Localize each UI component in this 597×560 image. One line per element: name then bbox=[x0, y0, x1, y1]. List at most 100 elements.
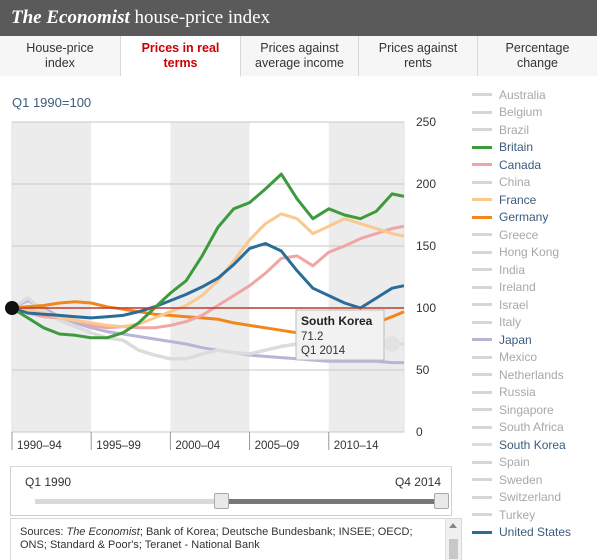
legend-label: Switzerland bbox=[499, 490, 562, 504]
range-start-label: Q1 1990 bbox=[25, 475, 72, 489]
legend-item-china[interactable]: China bbox=[472, 174, 530, 191]
legend-swatch bbox=[472, 408, 492, 411]
legend-label: France bbox=[499, 192, 537, 207]
legend-item-hong-kong[interactable]: Hong Kong bbox=[472, 244, 559, 261]
legend-item-sweden[interactable]: Sweden bbox=[472, 471, 542, 488]
tab-label: Prices against rents bbox=[378, 41, 458, 70]
legend-swatch bbox=[472, 110, 492, 114]
legend-item-italy[interactable]: Italy bbox=[472, 314, 521, 331]
slider-track[interactable] bbox=[35, 499, 221, 504]
x-tick-label: 1995–99 bbox=[96, 440, 141, 452]
tab-prices-in-real-terms[interactable]: Prices in real terms bbox=[121, 36, 241, 77]
legend-swatch bbox=[472, 163, 492, 166]
sources-scrollbar[interactable] bbox=[445, 519, 461, 560]
legend-label: Russia bbox=[499, 385, 536, 399]
legend-item-canada[interactable]: Canada bbox=[472, 156, 541, 173]
legend-label: Spain bbox=[499, 455, 530, 469]
tab-house-price-index[interactable]: House-price index bbox=[0, 36, 121, 76]
legend-label: Belgium bbox=[499, 105, 543, 119]
legend-swatch bbox=[472, 390, 492, 394]
legend-item-turkey[interactable]: Turkey bbox=[472, 506, 535, 523]
series-line-united-states bbox=[11, 242, 405, 320]
legend-item-france[interactable]: France bbox=[472, 191, 536, 208]
legend-swatch bbox=[472, 495, 492, 499]
period-band bbox=[12, 122, 92, 432]
legend-swatch bbox=[472, 268, 492, 271]
legend-label: Canada bbox=[499, 157, 542, 172]
tab-label: Prices against average income bbox=[255, 41, 344, 70]
x-tick-label: 2000–04 bbox=[175, 440, 220, 452]
legend-item-south-korea[interactable]: South Korea bbox=[472, 436, 566, 453]
series-line-france bbox=[11, 212, 405, 329]
slider-selected-range[interactable] bbox=[221, 499, 441, 504]
x-tick-label: 1990–94 bbox=[17, 440, 62, 452]
legend-swatch bbox=[472, 128, 492, 131]
period-band bbox=[170, 122, 250, 432]
legend-item-greece[interactable]: Greece bbox=[472, 226, 538, 243]
tooltip-box bbox=[295, 309, 385, 361]
scroll-thumb[interactable] bbox=[449, 539, 458, 559]
legend-label: Mexico bbox=[499, 350, 538, 364]
legend-item-united-states[interactable]: United States bbox=[472, 524, 571, 541]
legend-swatch bbox=[472, 530, 492, 534]
x-tick-label: 2005–09 bbox=[255, 440, 300, 452]
tab-percentage-change[interactable]: Percentage change bbox=[478, 36, 597, 76]
legend-label: Turkey bbox=[499, 507, 536, 522]
y-tick-label: 150 bbox=[416, 239, 436, 253]
legend-item-russia[interactable]: Russia bbox=[472, 384, 536, 401]
legend-item-netherlands[interactable]: Netherlands bbox=[472, 366, 564, 383]
legend-swatch bbox=[472, 513, 492, 516]
legend-item-australia[interactable]: Australia bbox=[472, 86, 546, 103]
title-bar: The Economist house-price index bbox=[0, 0, 597, 36]
legend-item-ireland[interactable]: Ireland bbox=[472, 279, 536, 296]
legend-swatch bbox=[472, 425, 492, 429]
legend-item-mexico[interactable]: Mexico bbox=[472, 349, 537, 366]
tab-prices-against-rents[interactable]: Prices against rents bbox=[359, 36, 478, 76]
scroll-up-arrow-icon[interactable] bbox=[449, 523, 457, 528]
legend-item-britain[interactable]: Britain bbox=[472, 139, 533, 156]
start-marker bbox=[5, 301, 19, 315]
range-start-handle[interactable] bbox=[214, 493, 229, 509]
legend-swatch bbox=[472, 338, 492, 341]
tab-label: Percentage change bbox=[505, 41, 570, 70]
legend-label: Australia bbox=[499, 87, 546, 102]
legend-label: Netherlands bbox=[499, 367, 564, 382]
tab-label: Prices in real terms bbox=[141, 41, 220, 70]
legend-swatch bbox=[472, 93, 492, 96]
legend-item-south-africa[interactable]: South Africa bbox=[472, 419, 564, 436]
legend-swatch bbox=[472, 285, 492, 289]
legend-label: China bbox=[499, 175, 531, 189]
legend-swatch bbox=[472, 198, 492, 201]
legend-item-israel[interactable]: Israel bbox=[472, 296, 528, 313]
period-band bbox=[91, 122, 171, 432]
legend-item-belgium[interactable]: Belgium bbox=[472, 104, 542, 121]
sources-panel: Sources: The Economist; Bank of Korea; D… bbox=[10, 518, 462, 560]
legend-item-germany[interactable]: Germany bbox=[472, 209, 548, 226]
tab-prices-against-average-income[interactable]: Prices against average income bbox=[241, 36, 359, 76]
legend-label: Germany bbox=[499, 210, 549, 224]
legend-swatch bbox=[472, 355, 492, 359]
tooltip-value: 71.2 bbox=[301, 331, 323, 343]
range-end-label: Q4 2014 bbox=[394, 475, 441, 489]
legend-label: Israel bbox=[499, 297, 529, 312]
y-tick-label: 0 bbox=[416, 425, 423, 439]
legend-label: South Africa bbox=[499, 420, 564, 434]
tab-label: House-price index bbox=[26, 41, 94, 70]
legend-label: Italy bbox=[499, 315, 522, 329]
legend-swatch bbox=[472, 180, 492, 184]
tooltip-period: Q1 2014 bbox=[301, 345, 346, 357]
sources-text: Sources: The Economist; Bank of Korea; D… bbox=[20, 526, 413, 551]
legend-swatch bbox=[472, 215, 492, 219]
legend-item-singapore[interactable]: Singapore bbox=[472, 401, 554, 418]
range-end-handle[interactable] bbox=[434, 493, 449, 509]
legend-item-japan[interactable]: Japan bbox=[472, 331, 532, 348]
legend-swatch bbox=[472, 460, 492, 464]
legend-label: India bbox=[499, 262, 526, 277]
chart-subtitle: Q1 1990=100 bbox=[12, 95, 92, 110]
legend-item-switzerland[interactable]: Switzerland bbox=[472, 489, 561, 506]
y-tick-label: 200 bbox=[416, 177, 436, 191]
legend-item-india[interactable]: India bbox=[472, 261, 525, 278]
legend-item-spain[interactable]: Spain bbox=[472, 454, 530, 471]
legend-swatch bbox=[472, 373, 492, 376]
legend-item-brazil[interactable]: Brazil bbox=[472, 121, 529, 138]
